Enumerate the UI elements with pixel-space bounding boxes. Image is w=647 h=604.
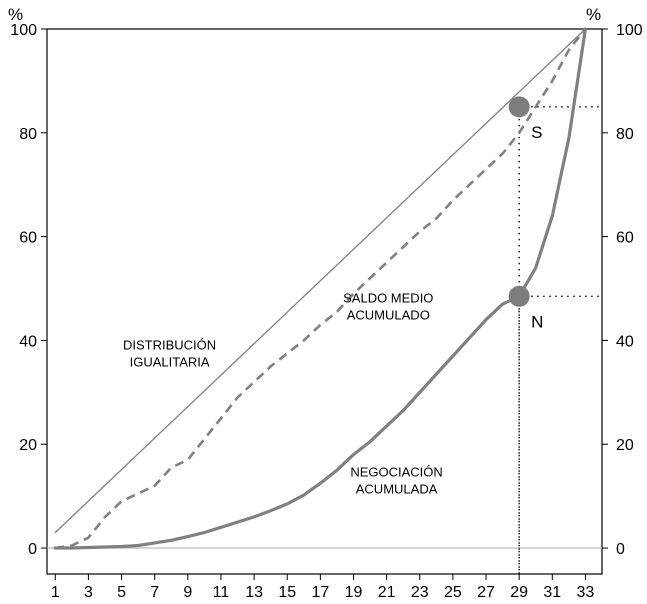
y-tick-label-right: 20	[616, 437, 634, 454]
y-tick-label-right: 80	[616, 126, 634, 143]
marker-dot-s	[508, 96, 530, 118]
x-tick-label: 19	[345, 584, 363, 601]
x-tick-label: 1	[51, 584, 60, 601]
x-tick-label: 29	[510, 584, 528, 601]
annotation-line: ACUMULADO	[347, 308, 430, 323]
x-tick-label: 17	[311, 584, 329, 601]
annotation-line: IGUALITARIA	[130, 354, 210, 369]
series-annotation: SALDO MEDIO ACUMULADO	[343, 291, 433, 323]
annotation-line: DISTRIBUCIÓN	[123, 337, 216, 352]
series-annotation: DISTRIBUCIÓN IGUALITARIA	[123, 337, 216, 369]
y-tick-label-left: 0	[28, 541, 37, 558]
annotation-line: SALDO MEDIO	[343, 291, 433, 306]
annotation-line: NEGOCIACIÓN	[350, 465, 442, 480]
y-unit-left: %	[8, 5, 23, 24]
y-tick-label-right: 100	[616, 22, 643, 39]
y-unit-right: %	[586, 5, 601, 24]
y-tick-label-left: 80	[19, 126, 37, 143]
x-tick-label: 21	[378, 584, 396, 601]
y-tick-label-left: 100	[10, 22, 37, 39]
y-tick-label-left: 60	[19, 230, 37, 247]
markers-layer: SN	[508, 96, 543, 331]
marker-label-n: N	[531, 312, 543, 331]
guides-layer	[518, 106, 603, 574]
x-tick-label: 15	[278, 584, 296, 601]
equality-line	[54, 28, 587, 534]
series-layer	[53, 27, 588, 550]
annotations-layer: DISTRIBUCIÓN IGUALITARIA SALDO MEDIO ACUMUL…	[123, 291, 443, 497]
x-tick-label: 27	[477, 584, 495, 601]
x-tick-label: 33	[577, 584, 595, 601]
x-tick-label: 3	[84, 584, 93, 601]
y-tick-label-right: 40	[616, 333, 634, 350]
series-annotation: NEGOCIACIÓN ACUMULADA	[350, 465, 442, 497]
negociacion-line	[53, 27, 588, 550]
y-tick-label-left: 20	[19, 437, 37, 454]
y-tick-label-right: 0	[616, 541, 625, 558]
x-tick-label: 13	[245, 584, 263, 601]
x-tick-label: 31	[543, 584, 561, 601]
x-tick-label: 23	[411, 584, 429, 601]
x-tick-label: 9	[183, 584, 192, 601]
annotation-line: ACUMULADA	[356, 482, 438, 497]
x-tick-label: 5	[117, 584, 126, 601]
marker-label-s: S	[531, 123, 542, 142]
marker-dot-n	[508, 285, 530, 307]
y-tick-label-right: 60	[616, 230, 634, 247]
y-tick-label-left: 40	[19, 333, 37, 350]
x-tick-label: 11	[213, 584, 230, 601]
saldo-medio-line	[55, 28, 587, 550]
x-tick-label: 7	[150, 584, 159, 601]
x-tick-label: 25	[444, 584, 462, 601]
plot-frame	[46, 28, 603, 575]
